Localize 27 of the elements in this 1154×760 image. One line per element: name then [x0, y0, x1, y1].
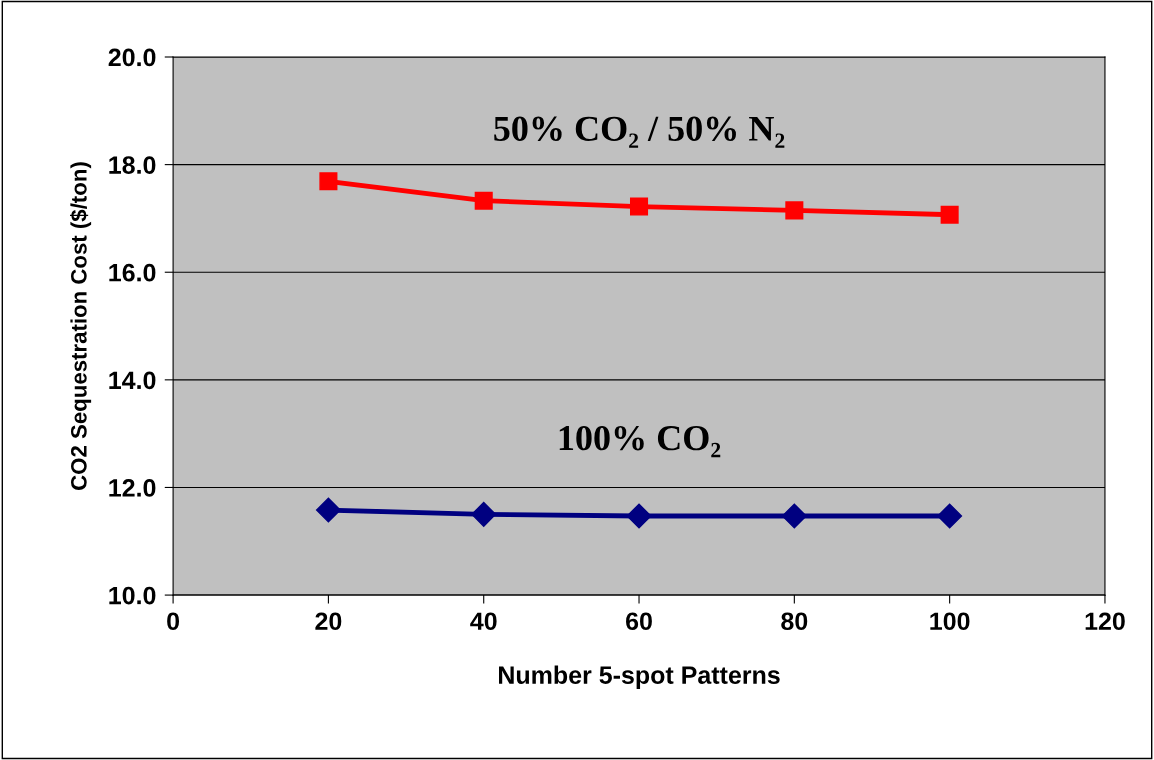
point — [319, 172, 338, 191]
y-tick-label: 12.0 — [109, 479, 156, 497]
point — [474, 191, 493, 210]
x-tick-label: 20 — [315, 612, 342, 631]
y-tick-label: 20.0 — [108, 48, 156, 67]
point — [781, 503, 807, 529]
y-axis-title: CO2 Sequestration Cost ($/ton) — [70, 162, 92, 490]
x-tick-label: 100 — [930, 612, 970, 631]
point — [626, 503, 652, 529]
y-tick-label: 14.0 — [109, 371, 156, 390]
x-tick-label: 0 — [167, 612, 180, 631]
x-axis-title: Number 5-spot Patterns — [499, 665, 780, 689]
point — [471, 501, 497, 527]
point — [940, 205, 959, 224]
series-label: 50% CO₂ / 50% N₂ — [494, 116, 785, 148]
point — [785, 201, 804, 220]
x-tick-label: 60 — [626, 612, 652, 631]
point — [315, 497, 341, 523]
point — [629, 197, 649, 216]
y-tick-label: 18.0 — [109, 156, 156, 174]
series-label: 100% CO₂ — [559, 425, 721, 458]
x-tick-label: 120 — [1085, 612, 1125, 631]
x-tick-label: 40 — [470, 612, 497, 631]
y-tick-label: 16.0 — [109, 263, 156, 282]
y-tick-label: 10.0 — [109, 586, 156, 605]
point — [937, 503, 963, 529]
x-tick-label: 80 — [781, 612, 808, 631]
